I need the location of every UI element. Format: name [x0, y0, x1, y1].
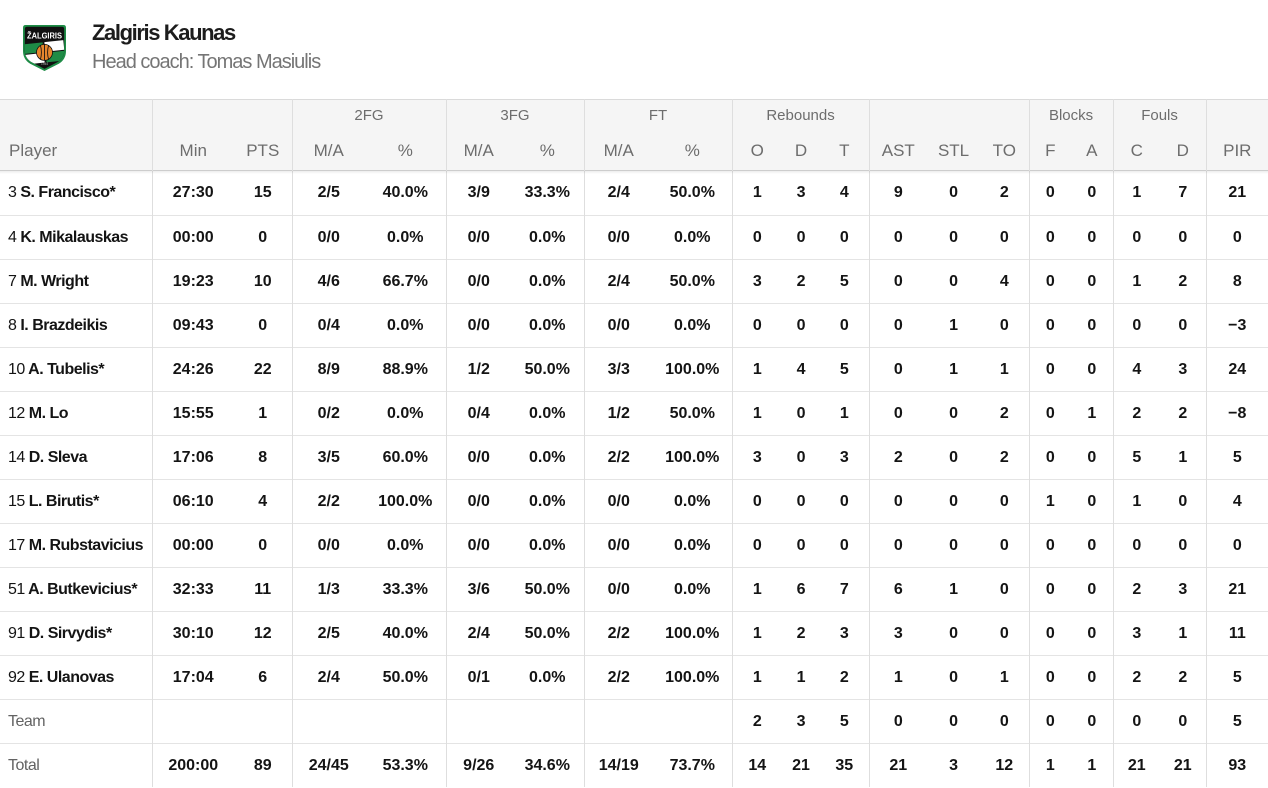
svg-text:ŽALGIRIS: ŽALGIRIS [27, 31, 63, 40]
svg-text:1944: 1944 [41, 62, 48, 66]
